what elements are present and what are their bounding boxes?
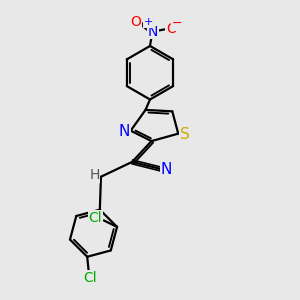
Text: N: N [161,162,172,177]
Text: O: O [166,22,177,36]
Text: Cl: Cl [88,211,102,225]
Text: S: S [180,127,190,142]
Text: N: N [148,25,158,39]
Text: −: − [172,17,182,30]
Text: +: + [143,17,153,27]
Text: N: N [118,124,130,139]
Text: H: H [89,168,100,182]
Text: Cl: Cl [83,271,97,285]
Text: O: O [130,15,141,28]
